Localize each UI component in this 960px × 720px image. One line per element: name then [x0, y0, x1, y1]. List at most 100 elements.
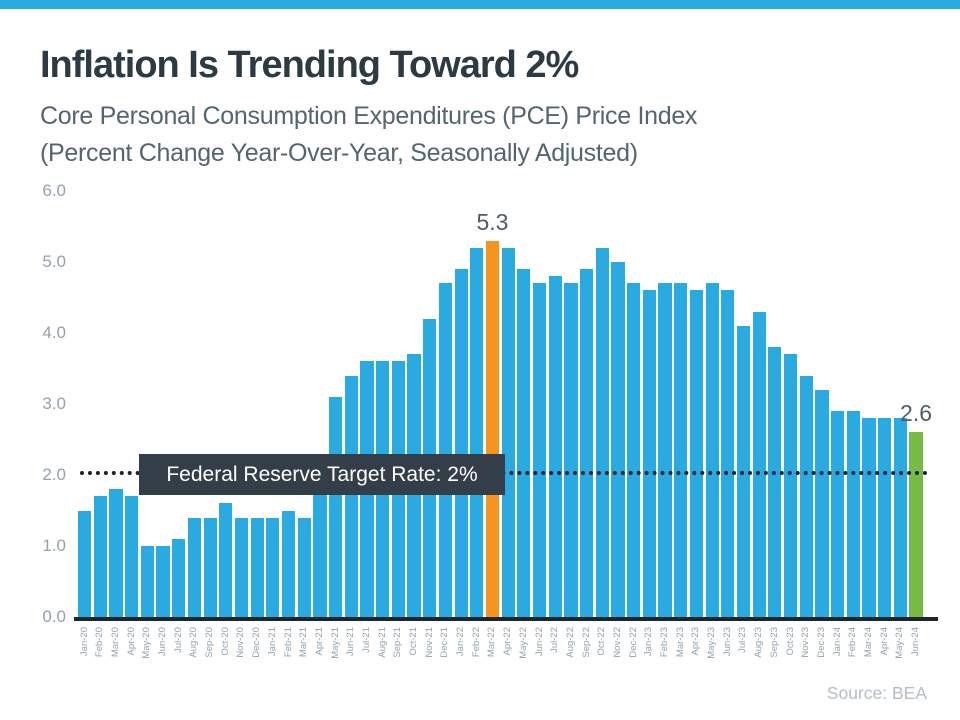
page-title: Inflation Is Trending Toward 2%	[40, 44, 579, 86]
x-tick-Nov-22: Nov-22	[611, 627, 623, 658]
x-tick-cell-Jun-24: Jun-24	[909, 626, 922, 681]
chart-subtitle: Core Personal Consumption Expenditures (…	[40, 98, 697, 172]
x-tick-Aug-23: Aug-23	[753, 627, 765, 658]
x-tick-Feb-20: Feb-20	[94, 627, 106, 658]
x-tick-Dec-20: Dec-20	[251, 627, 263, 658]
bar-Aug-23	[752, 311, 766, 617]
bar-Jan-22	[454, 269, 468, 617]
x-tick-cell-Feb-23: Feb-23	[658, 626, 671, 681]
y-tick-2.0: 2.0	[42, 465, 66, 484]
x-tick-Jul-20: Jul-20	[172, 627, 184, 653]
bar-Jun-21	[344, 375, 358, 617]
bar-Nov-20	[234, 517, 249, 617]
bar-Dec-21	[438, 283, 452, 617]
x-tick-cell-Apr-22: Apr-22	[502, 626, 515, 681]
x-tick-cell-Apr-21: Apr-21	[313, 626, 326, 681]
bar-Sep-20	[203, 517, 217, 617]
x-tick-Jun-23: Jun-23	[721, 627, 733, 657]
x-tick-cell-Apr-20: Apr-20	[125, 626, 138, 681]
bar-Apr-20	[125, 496, 139, 617]
x-tick-Nov-21: Nov-21	[423, 627, 435, 658]
x-tick-Dec-23: Dec-23	[815, 627, 827, 658]
bar-Aug-22	[564, 283, 578, 617]
bar-Nov-23	[799, 375, 813, 617]
x-tick-cell-Feb-22: Feb-22	[470, 626, 483, 681]
x-axis-line	[74, 617, 938, 621]
x-tick-Oct-20: Oct-20	[219, 627, 231, 656]
x-tick-Mar-20: Mar-20	[109, 627, 121, 658]
x-tick-Mar-22: Mar-22	[486, 627, 498, 658]
bar-Mar-23	[674, 283, 688, 617]
y-tick-0.0: 0.0	[42, 607, 66, 626]
x-tick-Apr-24: Apr-24	[878, 627, 890, 656]
bar-Oct-23	[783, 354, 798, 617]
x-tick-cell-Jun-22: Jun-22	[533, 626, 546, 681]
x-tick-cell-Jul-23: Jul-23	[737, 626, 750, 681]
x-tick-cell-Nov-20: Nov-20	[235, 626, 248, 681]
bar-Sep-23	[768, 347, 782, 617]
x-tick-Jul-21: Jul-21	[360, 627, 372, 653]
x-tick-Apr-20: Apr-20	[125, 627, 137, 656]
x-tick-Jun-24: Jun-24	[910, 627, 922, 657]
bar-Aug-20	[187, 517, 201, 617]
x-tick-cell-May-21: May-21	[329, 626, 342, 681]
bar-Oct-20	[219, 503, 233, 617]
bar-Feb-23	[658, 283, 672, 617]
x-tick-Oct-23: Oct-23	[784, 627, 796, 656]
x-tick-cell-Jan-22: Jan-22	[455, 626, 468, 681]
x-tick-Nov-23: Nov-23	[800, 627, 812, 658]
x-tick-Apr-23: Apr-23	[690, 627, 702, 656]
x-tick-Jan-24: Jan-24	[831, 627, 843, 657]
bar-Feb-24	[846, 411, 860, 617]
x-tick-Sep-21: Sep-21	[392, 627, 404, 658]
x-tick-cell-Jan-24: Jan-24	[831, 626, 844, 681]
x-tick-cell-Nov-23: Nov-23	[800, 626, 813, 681]
bar-Feb-21	[281, 510, 296, 617]
x-tick-Jun-20: Jun-20	[157, 627, 169, 657]
bar-Jul-22	[548, 276, 562, 617]
x-tick-cell-Oct-22: Oct-22	[596, 626, 609, 681]
x-tick-cell-Sep-21: Sep-21	[392, 626, 405, 681]
bar-Jan-20	[78, 510, 92, 617]
source-attribution: Source: BEA	[826, 683, 927, 703]
x-tick-cell-Jun-23: Jun-23	[721, 626, 734, 681]
x-tick-cell-Mar-24: Mar-24	[862, 626, 875, 681]
x-tick-cell-Nov-21: Nov-21	[423, 626, 436, 681]
bar-May-23	[705, 283, 719, 617]
bar-Jan-23	[642, 290, 656, 617]
bar-Jul-20	[172, 538, 186, 617]
bar-Oct-22	[595, 247, 609, 617]
x-tick-Jul-22: Jul-22	[549, 627, 561, 653]
x-tick-cell-Jan-21: Jan-21	[266, 626, 279, 681]
x-tick-cell-May-24: May-24	[894, 626, 907, 681]
y-tick-1.0: 1.0	[42, 536, 66, 555]
x-tick-cell-Oct-23: Oct-23	[784, 626, 797, 681]
target-rate-label-box: Federal Reserve Target Rate: 2%	[139, 454, 505, 495]
bar-Apr-23	[689, 290, 703, 617]
x-tick-cell-Aug-20: Aug-20	[188, 626, 201, 681]
bar-May-21	[329, 396, 343, 617]
x-tick-cell-Dec-22: Dec-22	[627, 626, 640, 681]
x-tick-cell-Mar-20: Mar-20	[109, 626, 122, 681]
x-tick-Jan-22: Jan-22	[455, 627, 467, 657]
x-tick-Jan-21: Jan-21	[266, 627, 278, 657]
bar-value-label-Mar-22: 5.3	[476, 208, 509, 235]
bar-Feb-20	[93, 496, 107, 617]
x-tick-cell-May-20: May-20	[141, 626, 154, 681]
bar-Dec-20	[250, 517, 264, 617]
x-tick-Dec-22: Dec-22	[627, 627, 639, 658]
x-tick-cell-Jul-21: Jul-21	[360, 626, 373, 681]
x-tick-cell-Jun-21: Jun-21	[345, 626, 358, 681]
x-tick-cell-Oct-21: Oct-21	[407, 626, 420, 681]
x-tick-Apr-21: Apr-21	[313, 627, 325, 656]
bar-Mar-21	[297, 517, 311, 617]
x-tick-cell-Jul-22: Jul-22	[549, 626, 562, 681]
x-tick-May-23: May-23	[706, 627, 718, 659]
x-tick-cell-Aug-23: Aug-23	[753, 626, 766, 681]
bar-Apr-24	[878, 418, 892, 617]
x-tick-cell-Sep-22: Sep-22	[580, 626, 593, 681]
x-tick-Nov-20: Nov-20	[235, 627, 247, 658]
x-tick-Oct-22: Oct-22	[596, 627, 608, 656]
y-tick-6.0: 6.0	[42, 181, 66, 200]
bar-Jan-24	[831, 411, 845, 617]
